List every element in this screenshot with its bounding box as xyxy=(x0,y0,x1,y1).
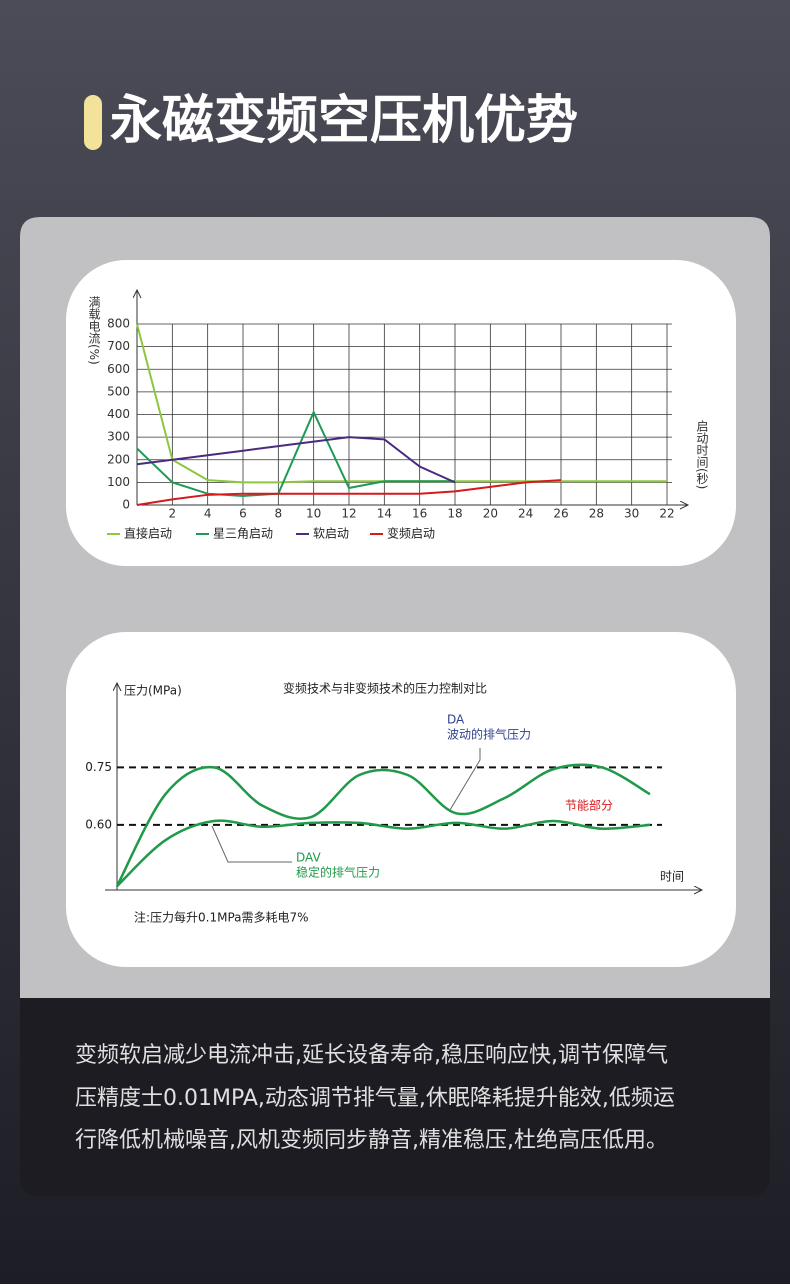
chart-1: 满载电流(%) 启动时间(秒) 0 100 200 300 400 500 600 700 80… xyxy=(87,290,709,541)
legend-label: 直接启动 xyxy=(124,526,172,541)
x-tick-label: 16 xyxy=(412,507,427,521)
x-tick-label: 30 xyxy=(624,507,639,521)
x-tick-label: 24 xyxy=(518,507,533,521)
chart-card xyxy=(66,632,736,967)
x-axis-label: 启动时间(秒) xyxy=(695,420,709,490)
series-line xyxy=(136,436,456,484)
legend-label: 星三角启动 xyxy=(213,527,273,541)
title-accent xyxy=(84,95,102,150)
annotation: 波动的排气压力 xyxy=(447,727,531,742)
series-line xyxy=(136,479,562,506)
annotation: DAV xyxy=(296,851,321,865)
y-tick-label: 800 xyxy=(107,317,130,331)
y-tick-label: 500 xyxy=(107,384,130,398)
legend-label: 软启动 xyxy=(313,527,349,541)
leader-line xyxy=(211,825,292,863)
y-tick-label: 300 xyxy=(107,430,130,444)
chart-card xyxy=(66,260,736,566)
x-tick-label: 2 xyxy=(169,507,177,521)
x-tick-label: 12 xyxy=(341,507,356,521)
x-tick-label: 20 xyxy=(483,507,498,521)
x-tick-label: 18 xyxy=(447,507,462,521)
annotation: DA xyxy=(447,713,465,727)
leader-line xyxy=(449,748,481,811)
x-tick-label: 10 xyxy=(306,507,321,521)
series-line xyxy=(136,409,455,497)
y-tick-label: 0.75 xyxy=(85,760,112,774)
series-curve xyxy=(116,819,651,888)
y-axis-label: 压力(MPa) xyxy=(124,684,182,698)
y-tick-label: 600 xyxy=(107,362,130,376)
description-line: 压精度士0.01MPA,动态调节排气量,休眠降耗提升能效,低频运 xyxy=(75,1086,675,1111)
y-tick-label: 200 xyxy=(107,452,130,466)
y-axis-label: 满载电流(%) xyxy=(87,296,101,365)
legend-label: 变频启动 xyxy=(387,526,435,541)
page-title: 永磁变频空压机优势 xyxy=(110,91,578,151)
y-tick-label: 0.60 xyxy=(85,817,112,831)
x-tick-label: 26 xyxy=(553,507,568,521)
y-tick-label: 0 xyxy=(122,498,130,512)
y-tick-label: 100 xyxy=(107,475,130,489)
x-tick-label: 22 xyxy=(659,507,674,521)
annotation: 稳定的排气压力 xyxy=(296,865,380,880)
y-tick-label: 400 xyxy=(107,407,130,421)
x-tick-label: 28 xyxy=(589,507,604,521)
description-line: 行降低机械噪音,风机变频同步静音,精准稳压,杜绝高压低用。 xyxy=(75,1128,668,1153)
note: 注:压力每升0.1MPa需多耗电7% xyxy=(134,910,309,925)
x-tick-label: 4 xyxy=(204,507,212,521)
x-tick-label: 14 xyxy=(377,507,392,521)
chart-2: 压力(MPa) 时间 变频技术与非变频技术的压力控制对比 DA 波动的排气压力 … xyxy=(85,681,702,925)
y-tick-label: 700 xyxy=(107,339,130,353)
annotation: 节能部分 xyxy=(565,798,613,813)
series-curve xyxy=(115,763,651,887)
chart-title: 变频技术与非变频技术的压力控制对比 xyxy=(283,681,487,696)
description-line: 变频软启减少电流冲击,延长设备寿命,稳压响应快,调节保障气 xyxy=(75,1043,668,1068)
x-tick-label: 6 xyxy=(239,507,247,521)
text-card xyxy=(20,998,770,1196)
x-axis-label: 时间 xyxy=(660,870,684,884)
x-tick-label: 8 xyxy=(275,507,283,521)
